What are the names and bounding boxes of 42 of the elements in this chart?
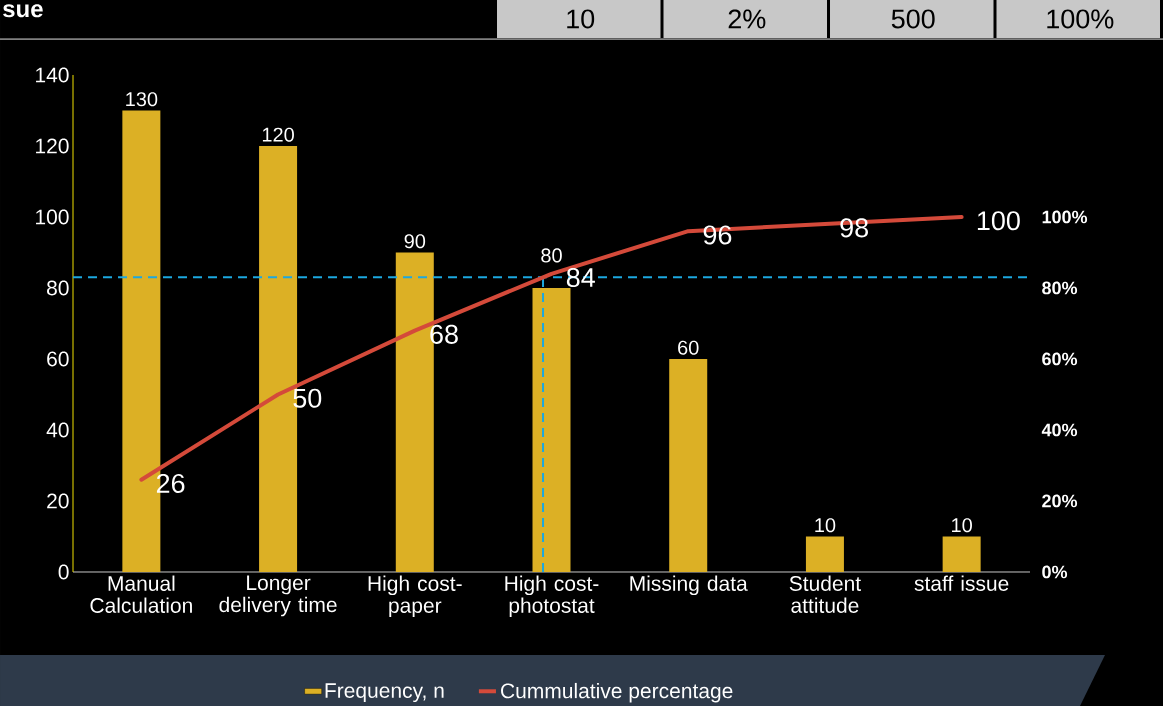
data-label: 120 (262, 127, 294, 142)
bar (532, 287, 571, 572)
y-tick-label: 60 (47, 351, 69, 367)
data-label: 98 (840, 218, 868, 238)
data-label: 100 (977, 211, 1020, 231)
x-tick-label: High cost-photostat (505, 575, 599, 618)
data-label: 90 (404, 234, 426, 249)
x-tick-label: Student attitude (789, 575, 861, 613)
y2-tick-label: 0% (1042, 565, 1068, 579)
text: 100% (1047, 9, 1114, 29)
x-tick-label: High cost-paper (368, 575, 462, 618)
bar (669, 358, 708, 572)
x-tick-label: Manual Calculation (90, 575, 192, 613)
y-tick-label: 40 (46, 422, 69, 438)
x-tick-label: staff issue (914, 575, 1009, 591)
data-label: 60 (678, 340, 699, 355)
bar (805, 536, 844, 572)
data-label: 130 (126, 92, 158, 107)
data-label: 10 (952, 518, 972, 533)
y-tick-label: 120 (36, 138, 69, 154)
legend-label: Cummulative percentage (501, 682, 733, 703)
text: 10 (567, 9, 595, 29)
y2-tick-label: 20% (1042, 494, 1078, 508)
y-tick-label: 140 (36, 67, 69, 83)
y2-tick-label: 40% (1041, 423, 1078, 437)
legend-label: Frequency, n (325, 683, 444, 703)
y-tick-label: 80 (47, 280, 69, 296)
text: 500 (891, 9, 935, 29)
text: 2% (728, 9, 766, 29)
data-label: 80 (541, 248, 562, 263)
y-tick-label: 0 (58, 564, 69, 580)
x-tick-label: Missing data (630, 575, 748, 596)
y-tick-label: 100 (36, 209, 69, 225)
y2-tick-label: 80% (1042, 281, 1078, 295)
y2-tick-label: 60% (1042, 352, 1078, 366)
data-label: 10 (815, 518, 836, 533)
y2-tick-label: 100% (1042, 210, 1088, 224)
x-tick-label: Longer delivery time (219, 575, 337, 617)
bar (942, 536, 981, 572)
text: sue (3, 4, 43, 18)
y-tick-label: 20 (47, 493, 69, 509)
data-label: 96 (703, 225, 732, 245)
